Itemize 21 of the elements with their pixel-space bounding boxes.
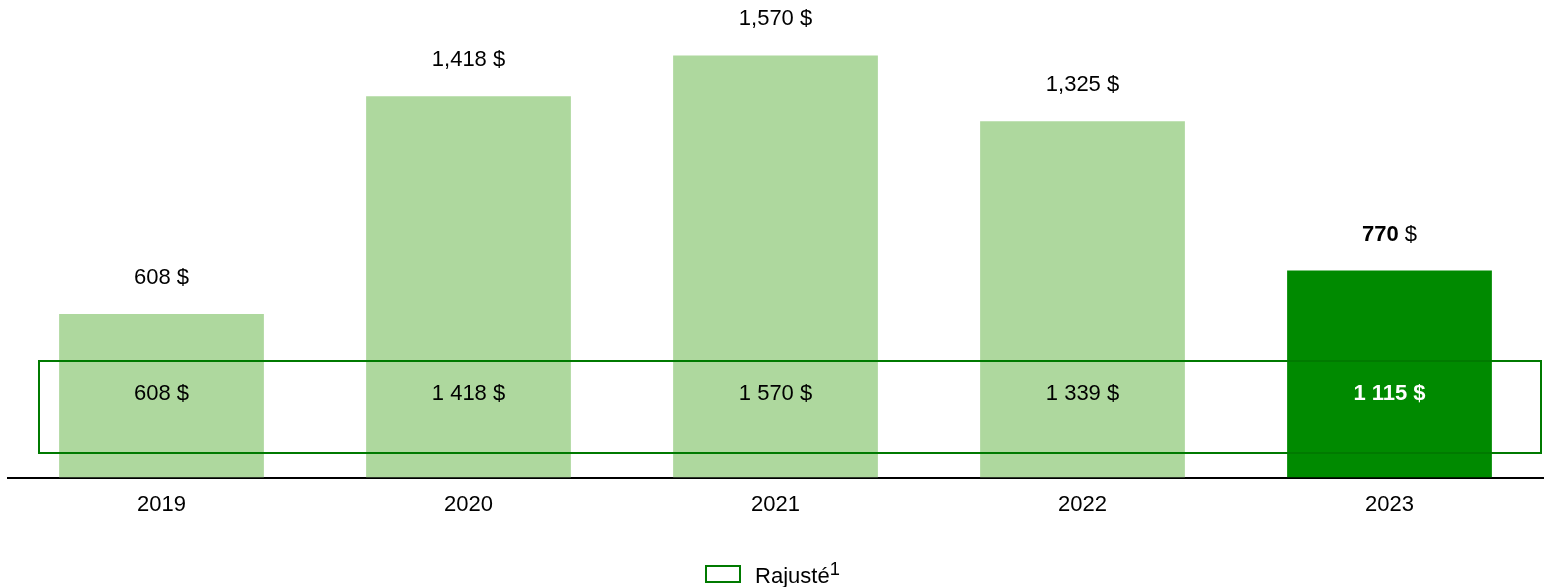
data-label: 1,418 $ <box>431 46 506 72</box>
annotation: 1 570 $ <box>738 379 813 405</box>
bar <box>673 55 878 478</box>
annotation: 1 339 $ <box>1045 379 1120 405</box>
bar <box>1287 270 1492 478</box>
bar <box>980 121 1185 478</box>
x-tick-label: 2022 <box>1058 490 1107 516</box>
x-tick-label: 2019 <box>137 490 186 516</box>
x-tick-label: 2021 <box>751 490 800 516</box>
annotation: 608 $ <box>133 379 190 405</box>
x-tick-label: 2023 <box>1365 490 1414 516</box>
annotation: 1 418 $ <box>431 379 506 405</box>
data-label: 1,570 $ <box>738 5 813 31</box>
data-label: 608 $ <box>133 264 190 290</box>
bar <box>59 314 264 478</box>
data-label: 770 $ <box>1361 220 1418 246</box>
legend-title: Rajusté$^{1}$ <box>755 558 840 587</box>
annotation: 1 115 $ <box>1353 379 1426 405</box>
bar <box>366 96 571 478</box>
x-tick-label: 2020 <box>444 490 493 516</box>
data-label: 1,325 $ <box>1045 71 1120 97</box>
